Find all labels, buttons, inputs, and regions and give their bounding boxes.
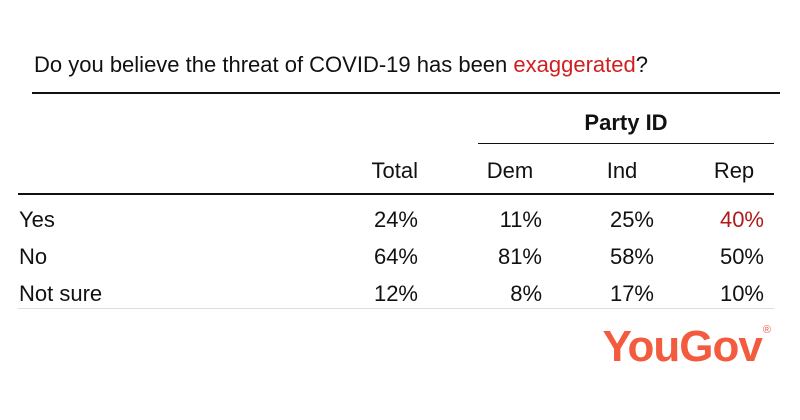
cell-yes-rep: 40% <box>719 207 764 232</box>
party-id-group-label: Party ID <box>584 110 668 135</box>
row-label-not-sure: Not sure <box>19 281 103 306</box>
bottom-divider <box>18 308 774 309</box>
cell-yes-dem: 11% <box>499 207 542 232</box>
cell-no-ind: 58% <box>609 244 654 269</box>
cell-not-sure-rep: 10% <box>719 281 764 306</box>
cell-no-total: 64% <box>373 244 418 269</box>
column-header-ind: Ind <box>606 158 638 183</box>
cell-not-sure-total: 12% <box>373 281 418 306</box>
column-header-dem: Dem <box>486 158 534 183</box>
cell-not-sure-dem: 8% <box>510 281 542 306</box>
row-label-yes: Yes <box>19 207 55 232</box>
cell-not-sure-ind: 17% <box>609 281 654 306</box>
question-title: Do you believe the threat of COVID-19 ha… <box>34 52 648 78</box>
yougov-logo: YouGov® <box>602 322 771 372</box>
column-header-rep: Rep <box>713 158 755 183</box>
cell-yes-ind: 25% <box>609 207 654 232</box>
question-highlight-word: exaggerated <box>513 52 636 77</box>
top-divider <box>32 92 780 94</box>
brand-name: YouGov <box>602 322 762 371</box>
column-header-total: Total <box>371 158 418 183</box>
cell-yes-total: 24% <box>373 207 418 232</box>
question-text-prefix: Do you believe the threat of COVID-19 ha… <box>34 52 514 77</box>
cell-no-dem: 81% <box>497 244 542 269</box>
party-id-underline <box>478 143 774 144</box>
registered-mark: ® <box>762 324 771 336</box>
cell-no-rep: 50% <box>719 244 764 269</box>
question-text-suffix: ? <box>635 52 648 77</box>
header-divider <box>18 193 774 195</box>
row-label-no: No <box>19 244 48 269</box>
